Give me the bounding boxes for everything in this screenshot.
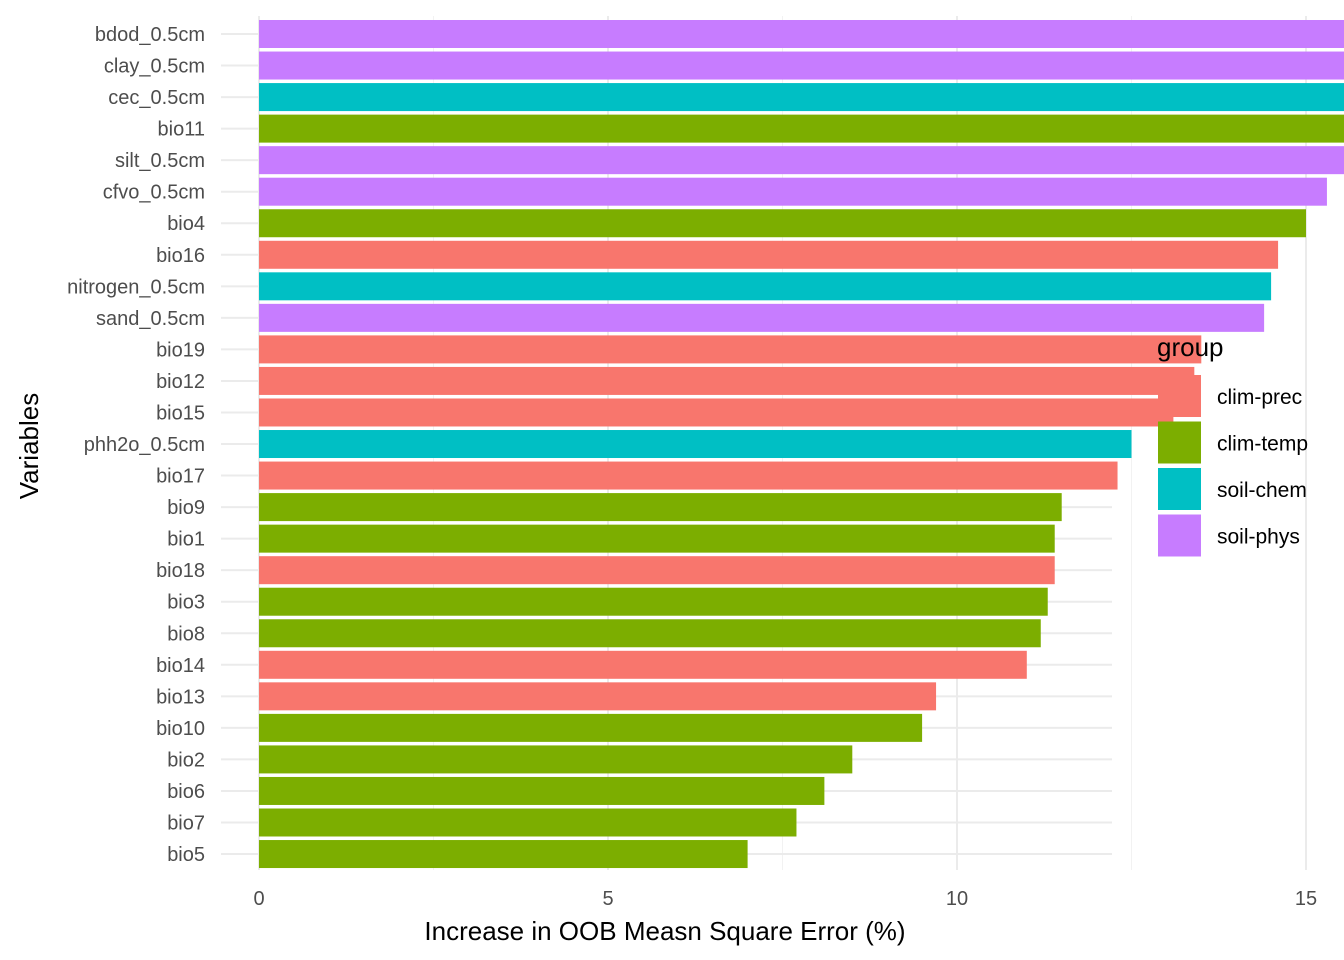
legend-items: clim-prec clim-temp soil-chem soil-phys bbox=[1158, 375, 1308, 557]
y-tick-label: sand_0.5cm bbox=[96, 308, 205, 330]
y-tick-label: bio12 bbox=[156, 371, 205, 393]
bar bbox=[259, 177, 1327, 206]
y-tick-label: phh2o_0.5cm bbox=[84, 434, 205, 456]
y-tick-label: bio9 bbox=[167, 497, 205, 519]
y-tick-label: bio3 bbox=[167, 592, 205, 614]
y-tick-label: clay_0.5cm bbox=[104, 56, 205, 78]
bars bbox=[259, 20, 1344, 869]
legend-label: soil-phys bbox=[1217, 526, 1300, 549]
legend-swatch bbox=[1158, 421, 1201, 464]
y-tick-label: bio8 bbox=[167, 623, 205, 645]
y-tick-label: cfvo_0.5cm bbox=[103, 182, 205, 204]
y-tick-label: bio10 bbox=[156, 718, 205, 740]
y-tick-label: nitrogen_0.5cm bbox=[67, 276, 205, 298]
bar bbox=[259, 430, 1132, 459]
y-tick-labels: bdod_0.5cm clay_0.5cm cec_0.5cm bio11 silt_0… bbox=[67, 24, 205, 866]
bar bbox=[259, 146, 1344, 175]
bar bbox=[259, 366, 1195, 395]
y-tick-label: bio6 bbox=[167, 781, 205, 803]
y-tick-label: bio19 bbox=[156, 339, 205, 361]
y-tick-label: bio5 bbox=[167, 844, 205, 866]
y-axis-title: Variables bbox=[14, 393, 44, 499]
legend-label: clim-prec bbox=[1217, 386, 1302, 409]
x-tick-label: 10 bbox=[946, 888, 968, 910]
y-tick-label: bio4 bbox=[167, 213, 205, 235]
x-tick-labels: 05101520 bbox=[253, 888, 1317, 910]
bar bbox=[259, 20, 1344, 48]
legend-swatch bbox=[1158, 375, 1201, 417]
bar bbox=[259, 713, 923, 742]
y-tick-label: bio18 bbox=[156, 560, 205, 582]
y-tick-label: bio11 bbox=[158, 119, 205, 141]
bar bbox=[259, 493, 1062, 522]
legend-label: soil-chem bbox=[1217, 479, 1307, 502]
y-tick-label: bio13 bbox=[156, 686, 205, 708]
bar bbox=[259, 524, 1055, 553]
y-tick-label: bio2 bbox=[167, 749, 205, 771]
legend-swatch bbox=[1158, 514, 1201, 557]
bar bbox=[259, 83, 1344, 112]
y-tick-label: bio1 bbox=[167, 529, 205, 551]
legend: group clim-prec clim-temp soil-chem soil-ph… bbox=[1157, 332, 1308, 557]
y-tick-label: bio7 bbox=[167, 813, 205, 835]
bar bbox=[259, 51, 1344, 80]
y-tick-label: bio16 bbox=[156, 245, 205, 267]
legend-label: clim-temp bbox=[1217, 433, 1308, 456]
bar bbox=[259, 745, 853, 774]
y-tick-label: cec_0.5cm bbox=[108, 87, 205, 109]
bar bbox=[259, 682, 937, 711]
y-tick-label: bio14 bbox=[156, 655, 205, 677]
bar bbox=[259, 650, 1027, 679]
bar bbox=[259, 461, 1118, 490]
bar bbox=[259, 556, 1055, 585]
bar bbox=[259, 114, 1344, 143]
bar bbox=[259, 587, 1048, 616]
bar bbox=[259, 808, 797, 837]
legend-swatch bbox=[1158, 468, 1201, 510]
bar bbox=[259, 272, 1272, 301]
x-tick-label: 15 bbox=[1295, 888, 1317, 910]
y-tick-label: bdod_0.5cm bbox=[95, 24, 205, 46]
bar bbox=[259, 776, 825, 805]
bar bbox=[259, 398, 1174, 427]
bar bbox=[259, 209, 1306, 238]
legend-title: group bbox=[1157, 332, 1224, 362]
bar bbox=[259, 240, 1279, 269]
bar bbox=[259, 840, 748, 869]
bar bbox=[259, 619, 1041, 648]
bar bbox=[259, 303, 1265, 332]
x-axis-title: Increase in OOB Measn Square Error (%) bbox=[424, 916, 905, 946]
y-tick-label: bio15 bbox=[156, 402, 205, 424]
x-tick-label: 0 bbox=[253, 888, 264, 910]
y-tick-label: bio17 bbox=[156, 466, 205, 488]
y-tick-label: silt_0.5cm bbox=[115, 150, 205, 172]
bar bbox=[259, 335, 1202, 364]
x-tick-label: 5 bbox=[602, 888, 613, 910]
